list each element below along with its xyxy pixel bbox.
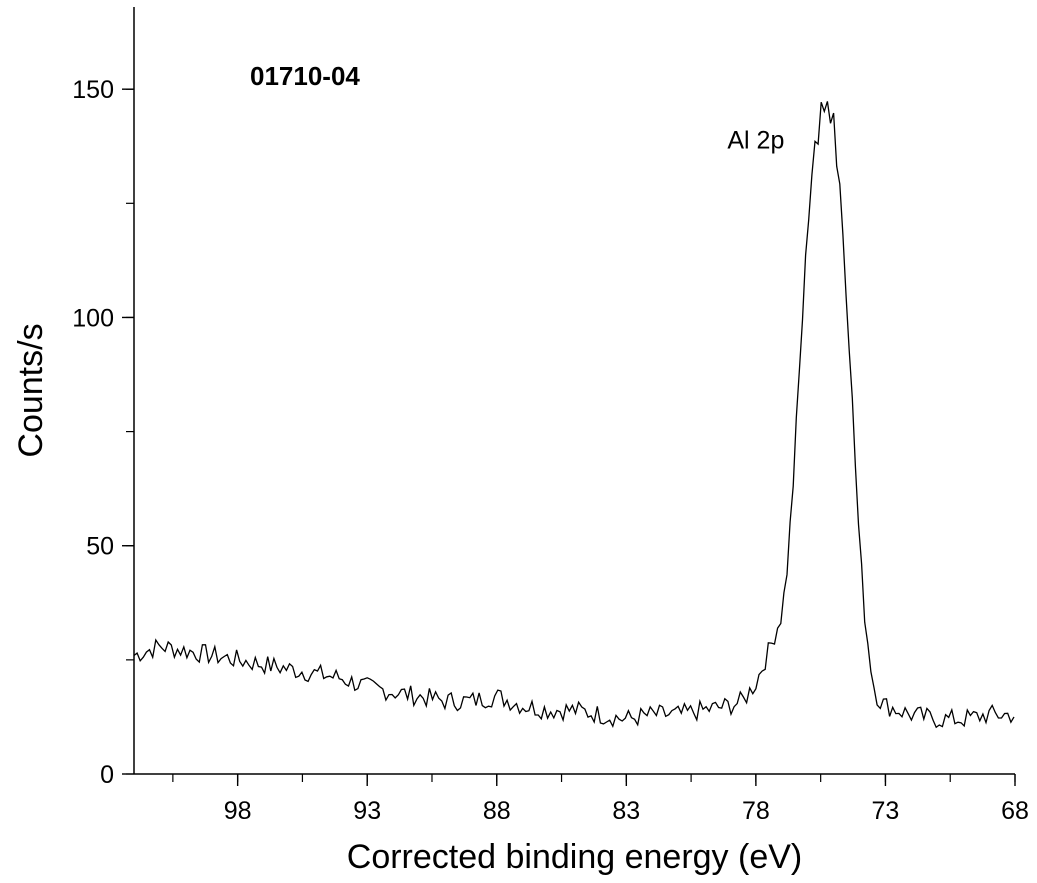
peak-annotation: Al 2p bbox=[727, 127, 784, 155]
x-tick-label: 78 bbox=[742, 797, 770, 825]
x-tick-label: 68 bbox=[1001, 797, 1029, 825]
y-tick-label: 150 bbox=[72, 76, 114, 104]
x-tick-label: 83 bbox=[612, 797, 640, 825]
sample-label: 01710-04 bbox=[250, 61, 360, 91]
y-tick-label: 100 bbox=[72, 304, 114, 332]
x-tick-label: 98 bbox=[224, 797, 252, 825]
x-axis-ticks: 98 93 88 83 78 73 68 bbox=[172, 774, 1029, 825]
spectrum-line bbox=[133, 101, 1015, 729]
y-axis-title: Counts/s bbox=[12, 323, 50, 457]
x-tick-label: 73 bbox=[872, 797, 900, 825]
y-tick-label: 0 bbox=[100, 761, 114, 789]
x-tick-label: 93 bbox=[353, 797, 381, 825]
series-layer bbox=[133, 101, 1015, 729]
y-tick-label: 50 bbox=[86, 533, 114, 561]
y-axis-ticks: 0 50 100 150 bbox=[72, 76, 134, 789]
plot-frame bbox=[133, 7, 1015, 775]
x-axis-title: Corrected binding energy (eV) bbox=[347, 838, 802, 876]
x-tick-label: 88 bbox=[483, 797, 511, 825]
